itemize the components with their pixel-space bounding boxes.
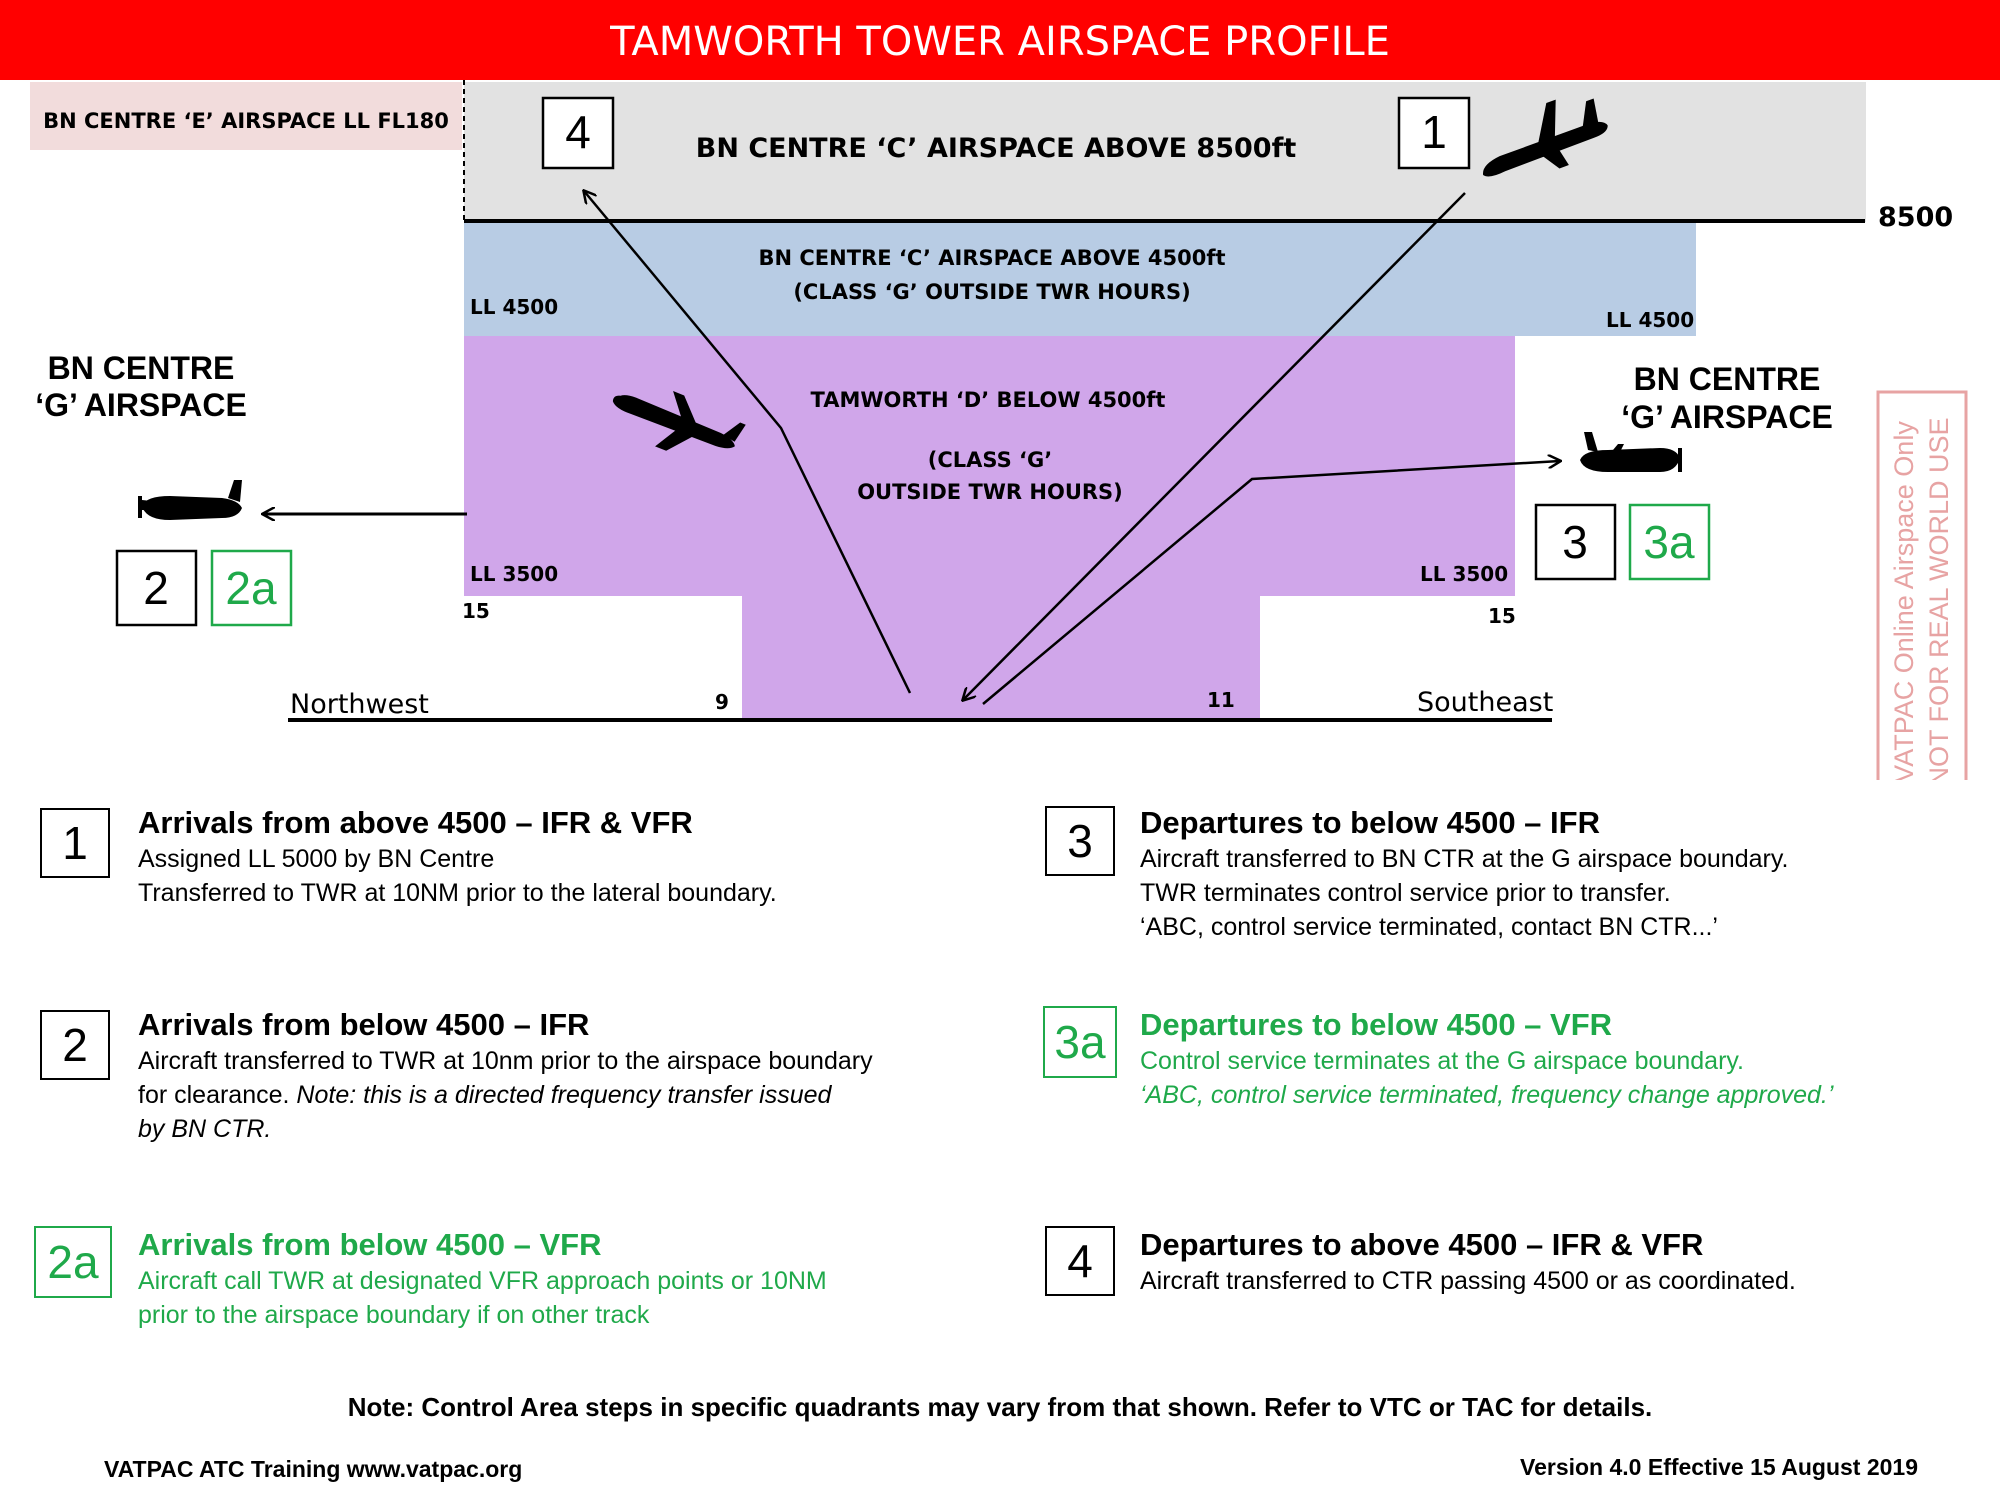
legend-box-2a: 2a <box>34 1226 112 1298</box>
diagram-box-2a: 2a <box>210 549 293 627</box>
legend-title-2: Arrivals from below 4500 – IFR <box>138 1007 590 1042</box>
legend-item-2: Arrivals from below 4500 – IFR Aircraft … <box>138 1006 873 1146</box>
southeast-label: Southeast <box>1417 687 1553 718</box>
legend-line: Control service terminates at the G airs… <box>1140 1047 1744 1075</box>
title-bar <box>0 0 2000 80</box>
class-d-label-1: TAMWORTH ‘D’ BELOW 4500ft <box>811 388 1166 412</box>
class-d-label-2: (CLASS ‘G’ <box>928 448 1052 472</box>
legend-line: Aircraft transferred to CTR passing 4500… <box>1140 1267 1796 1295</box>
class-c-lower-airspace <box>464 222 1696 336</box>
legend-line: Aircraft call TWR at designated VFR appr… <box>138 1267 827 1295</box>
svg-text:1: 1 <box>1421 106 1447 158</box>
svg-text:4: 4 <box>565 106 591 158</box>
diagram-box-2: 2 <box>115 549 198 627</box>
legend-title-4: Departures to above 4500 – IFR & VFR <box>1140 1227 1704 1262</box>
legend-item-3a: Departures to below 4500 – VFR Control s… <box>1140 1006 1833 1112</box>
legend-line: ‘ABC, control service terminated, contac… <box>1140 913 1718 941</box>
legend-line: prior to the airspace boundary if on oth… <box>138 1301 650 1329</box>
svg-text:2a: 2a <box>225 562 277 614</box>
note-text: Note: Control Area steps in specific qua… <box>347 1392 1653 1422</box>
legend-box-3a: 3a <box>1043 1006 1117 1078</box>
class-e-label: BN CENTRE ‘E’ AIRSPACE LL FL180 <box>43 109 449 133</box>
class-e-airspace-box <box>30 82 462 150</box>
legend-line: TWR terminates control service prior to … <box>1140 879 1671 907</box>
diagram-box-4: 4 <box>541 96 615 170</box>
northwest-label: Northwest <box>290 689 429 720</box>
g-airspace-left-label-2: ‘G’ AIRSPACE <box>35 387 247 423</box>
footer-training-credit: VATPAC ATC Training www.vatpac.org <box>104 1456 523 1482</box>
legend-box-1: 1 <box>40 808 110 878</box>
class-d-airspace <box>464 336 1515 718</box>
class-c-lower-label-2: (CLASS ‘G’ OUTSIDE TWR HOURS) <box>793 280 1190 304</box>
prop-aircraft-left-icon <box>138 480 242 520</box>
prop-aircraft-right-icon <box>1580 432 1682 472</box>
class-c-lower-label-1: BN CENTRE ‘C’ AIRSPACE ABOVE 4500ft <box>758 246 1225 270</box>
legend-title-3: Departures to below 4500 – IFR <box>1140 805 1600 840</box>
altitude-8500-label: 8500 <box>1878 202 1953 233</box>
legend-title-1: Arrivals from above 4500 – IFR & VFR <box>138 805 693 840</box>
svg-text:3: 3 <box>1562 516 1588 568</box>
g-airspace-right-label-1: BN CENTRE <box>1634 361 1821 397</box>
legend-line: by BN CTR. <box>138 1115 272 1143</box>
legend-item-3: Departures to below 4500 – IFR Aircraft … <box>1140 804 1788 944</box>
distance-15-left: 15 <box>462 599 490 623</box>
ll3500-left-label: LL 3500 <box>470 562 558 586</box>
ll4500-left-label: LL 4500 <box>470 295 558 319</box>
svg-text:NOT FOR REAL WORLD USE: NOT FOR REAL WORLD USE <box>1924 417 1954 780</box>
legend-item-4: Departures to above 4500 – IFR & VFR Air… <box>1140 1226 1796 1298</box>
legend-box-2: 2 <box>40 1010 110 1080</box>
jet-aircraft-climbing-icon <box>1483 98 1608 177</box>
distance-11: 11 <box>1207 688 1235 712</box>
g-airspace-right-label-2: ‘G’ AIRSPACE <box>1621 399 1833 435</box>
svg-text:3a: 3a <box>1643 516 1695 568</box>
legend-line: Aircraft transferred to BN CTR at the G … <box>1140 845 1789 873</box>
legend-line: Assigned LL 5000 by BN Centre <box>138 845 495 873</box>
diagram-box-3a: 3a <box>1628 503 1711 581</box>
legend-title-2a: Arrivals from below 4500 – VFR <box>138 1227 602 1262</box>
legend-box-3: 3 <box>1045 806 1115 876</box>
airspace-profile-diagram: TAMWORTH TOWER AIRSPACE PROFILE BN CENTR… <box>0 0 2000 780</box>
legend-item-2a: Arrivals from below 4500 – VFR Aircraft … <box>138 1226 827 1332</box>
g-airspace-left-label-1: BN CENTRE <box>48 350 235 386</box>
jet-aircraft-descending-icon <box>612 391 746 451</box>
diagram-box-1: 1 <box>1397 96 1471 170</box>
distance-9: 9 <box>715 690 729 714</box>
legend-line: ‘ABC, control service terminated, freque… <box>1140 1081 1834 1109</box>
legend-line: Transferred to TWR at 10NM prior to the … <box>138 879 777 907</box>
page-title: TAMWORTH TOWER AIRSPACE PROFILE <box>609 19 1390 65</box>
legend-line: Aircraft transferred to TWR at 10nm prio… <box>138 1047 873 1075</box>
route-1-arrival-above <box>963 192 1466 700</box>
watermark-stamp: VATPAC Online Airspace Only NOT FOR REAL… <box>1876 390 1968 780</box>
class-c-upper-label: BN CENTRE ‘C’ AIRSPACE ABOVE 8500ft <box>696 133 1297 164</box>
ll3500-right-label: LL 3500 <box>1420 562 1508 586</box>
svg-text:2: 2 <box>143 562 169 614</box>
route-4-departure-above <box>584 191 912 694</box>
legend-line: for clearance. Note: this is a directed … <box>138 1081 832 1109</box>
class-d-label-3: OUTSIDE TWR HOURS) <box>857 480 1123 504</box>
distance-15-right: 15 <box>1488 604 1516 628</box>
footer-version: Version 4.0 Effective 15 August 2019 <box>1520 1454 1918 1480</box>
class-c-upper-airspace <box>464 82 1866 222</box>
legend-item-1: Arrivals from above 4500 – IFR & VFR Ass… <box>138 804 777 910</box>
legend-title-3a: Departures to below 4500 – VFR <box>1140 1007 1613 1042</box>
ll4500-right-label: LL 4500 <box>1606 308 1694 332</box>
diagram-box-3: 3 <box>1534 503 1617 581</box>
legend-box-4: 4 <box>1045 1226 1115 1296</box>
svg-text:VATPAC Online Airspace Only: VATPAC Online Airspace Only <box>1889 421 1919 780</box>
route-3-departure-below <box>982 461 1560 705</box>
